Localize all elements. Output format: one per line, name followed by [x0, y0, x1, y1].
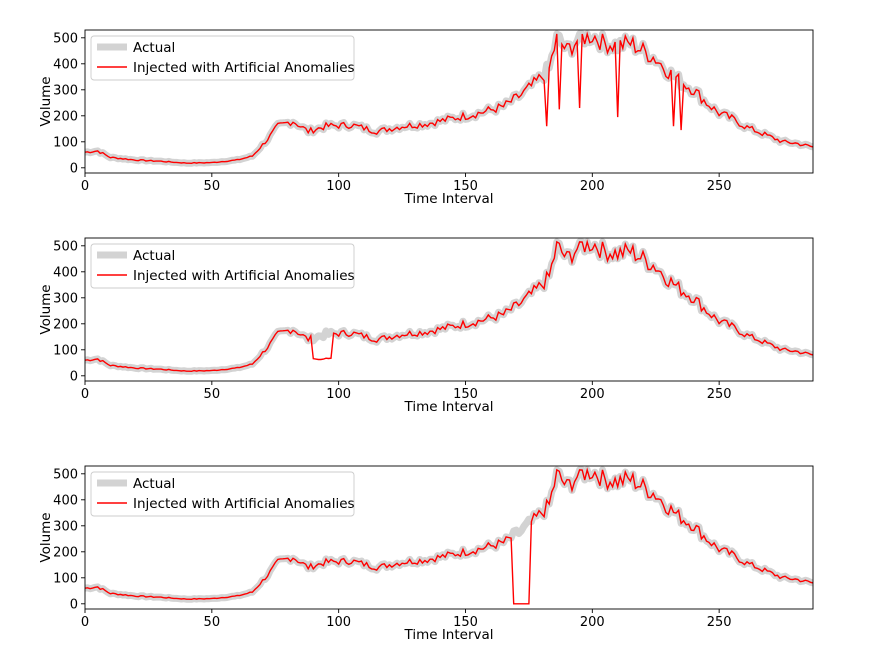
- series-injected-line: [85, 239, 813, 373]
- y-tick-label: 300: [53, 83, 78, 98]
- y-tick-label: 0: [70, 597, 78, 612]
- chart-panel-3: 0 50 100 150 200 250 0 100 200 300 400 500 Time Inte…: [38, 465, 814, 643]
- y-axis-label: Volume: [38, 284, 54, 334]
- y-tick-label: 200: [53, 317, 78, 332]
- x-axis-label: Time Interval: [403, 399, 493, 415]
- legend: Actual Injected with Artificial Anomalies: [90, 471, 355, 517]
- legend-label-actual: Actual: [133, 476, 175, 492]
- legend-label-injected: Injected with Artificial Anomalies: [133, 496, 355, 512]
- y-tick-label: 200: [53, 109, 78, 124]
- y-tick-label: 100: [53, 343, 78, 358]
- y-tick-label: 500: [53, 467, 78, 482]
- legend-label-injected: Injected with Artificial Anomalies: [133, 268, 355, 284]
- y-tick-label: 500: [53, 239, 78, 254]
- legend-label-injected: Injected with Artificial Anomalies: [133, 60, 355, 76]
- x-tick-label: 0: [81, 615, 89, 630]
- legend: Actual Injected with Artificial Anomalies: [90, 35, 355, 81]
- legend-label-actual: Actual: [133, 40, 175, 56]
- y-tick-label: 100: [53, 571, 78, 586]
- x-tick-label: 0: [81, 179, 89, 194]
- legend-box: [90, 243, 355, 289]
- y-axis-label: Volume: [38, 512, 54, 562]
- chart-panel-2: 0 50 100 150 200 250 0 100 200 300 400 500 Time Inte…: [38, 237, 814, 415]
- y-tick-label: 400: [53, 493, 78, 508]
- x-axis-label: Time Interval: [403, 191, 493, 207]
- x-tick-label: 250: [707, 615, 732, 630]
- x-tick-label: 100: [326, 387, 351, 402]
- x-axis-label: Time Interval: [403, 627, 493, 643]
- x-tick-label: 50: [204, 387, 221, 402]
- y-axis-label: Volume: [38, 76, 54, 126]
- axes-frame: [84, 465, 814, 610]
- y-tick-label: 300: [53, 291, 78, 306]
- x-tick-label: 150: [453, 387, 478, 402]
- x-tick-label: 50: [204, 615, 221, 630]
- legend-box: [90, 35, 355, 81]
- legend: Actual Injected with Artificial Anomalies: [90, 243, 355, 289]
- legend-box: [90, 471, 355, 517]
- y-tick-label: 400: [53, 57, 78, 72]
- x-tick-label: 50: [204, 179, 221, 194]
- chart-panel-1: 0 50 100 150 200 250 0 100 200 300 400 500 Time Inte…: [38, 29, 814, 207]
- axes-frame: [84, 29, 814, 174]
- y-tick-label: 500: [53, 31, 78, 46]
- series-injected-line: [85, 467, 813, 605]
- y-tick-label: 200: [53, 545, 78, 560]
- x-tick-label: 250: [707, 179, 732, 194]
- x-tick-label: 100: [326, 179, 351, 194]
- axes-frame: [84, 237, 814, 382]
- y-tick-label: 0: [70, 369, 78, 384]
- series-injected-line: [85, 31, 813, 165]
- x-tick-label: 250: [707, 387, 732, 402]
- x-tick-label: 100: [326, 615, 351, 630]
- y-tick-label: 0: [70, 161, 78, 176]
- y-tick-label: 400: [53, 265, 78, 280]
- x-tick-label: 200: [580, 387, 605, 402]
- x-tick-label: 0: [81, 387, 89, 402]
- x-tick-label: 150: [453, 179, 478, 194]
- y-tick-label: 100: [53, 135, 78, 150]
- y-tick-label: 300: [53, 519, 78, 534]
- x-tick-label: 150: [453, 615, 478, 630]
- legend-label-actual: Actual: [133, 248, 175, 264]
- x-tick-label: 200: [580, 615, 605, 630]
- x-tick-label: 200: [580, 179, 605, 194]
